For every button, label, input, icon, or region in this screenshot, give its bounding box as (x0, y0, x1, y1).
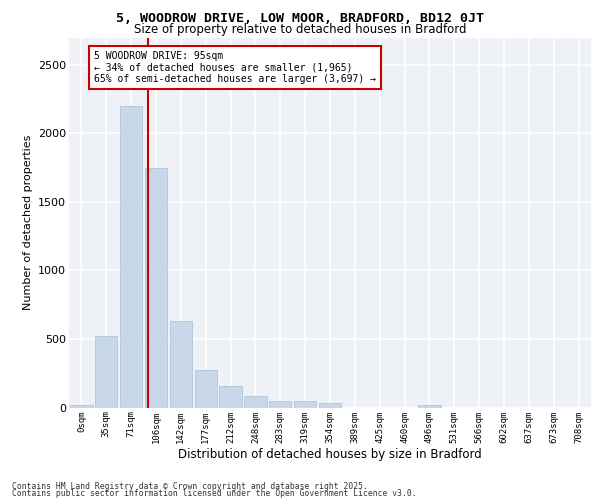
Bar (269, 402, 292, 407)
Bar (244, 396, 266, 407)
X-axis label: Distribution of detached houses by size in Bradford: Distribution of detached houses by size … (178, 448, 482, 461)
Bar (145, 168, 167, 408)
Bar (294, 402, 316, 407)
Bar (70, 405, 92, 407)
Text: 5 WOODROW DRIVE: 95sqm
← 34% of detached houses are smaller (1,965)
65% of semi-: 5 WOODROW DRIVE: 95sqm ← 34% of detached… (94, 51, 376, 84)
Text: Size of property relative to detached houses in Bradford: Size of property relative to detached ho… (134, 22, 466, 36)
Bar (319, 402, 341, 407)
Bar (120, 106, 142, 408)
Bar (220, 386, 242, 407)
Text: Contains HM Land Registry data © Crown copyright and database right 2025.: Contains HM Land Registry data © Crown c… (12, 482, 368, 491)
Text: Contains public sector information licensed under the Open Government Licence v3: Contains public sector information licen… (12, 489, 416, 498)
Bar (95, 336, 118, 407)
Y-axis label: Number of detached properties: Number of detached properties (23, 135, 32, 310)
Bar (170, 321, 192, 408)
Bar (418, 405, 440, 407)
Text: 5, WOODROW DRIVE, LOW MOOR, BRADFORD, BD12 0JT: 5, WOODROW DRIVE, LOW MOOR, BRADFORD, BD… (116, 12, 484, 26)
Bar (194, 370, 217, 408)
